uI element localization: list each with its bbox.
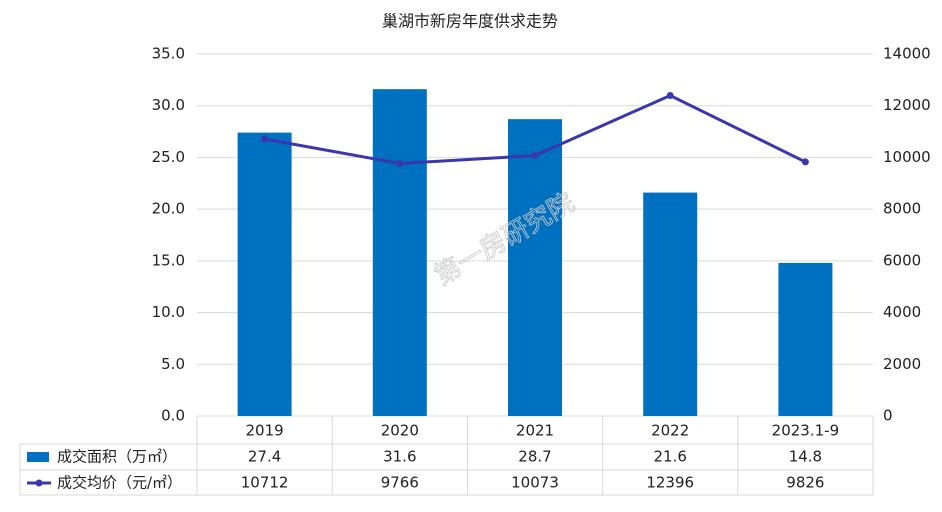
y2-tick-label: 0 [883,407,893,425]
legend-swatch [27,452,49,462]
x-tick-label: 2021 [516,422,554,440]
x-tick-label: 2020 [381,422,419,440]
table-cell: 9766 [381,474,419,492]
y-tick-label: 0.0 [161,407,185,425]
table-cell: 27.4 [248,448,281,466]
chart-title: 巢湖市新房年度供求走势 [382,12,558,31]
table-cell: 14.8 [789,448,822,466]
table-cell: 12396 [646,474,694,492]
table-cell: 10073 [511,474,559,492]
table-cell: 9826 [786,474,824,492]
line-point [666,91,674,99]
bar [778,262,833,416]
y-tick-label: 10.0 [152,303,185,321]
y2-tick-label: 14000 [883,45,931,63]
y-tick-label: 15.0 [152,251,185,269]
legend-label: 成交均价（元/㎡） [57,474,182,492]
y2-tick-label: 10000 [883,148,931,166]
y-tick-label: 35.0 [152,45,185,63]
bar [643,192,698,416]
y-tick-label: 20.0 [152,200,185,218]
y-tick-label: 25.0 [152,148,185,166]
table-cell: 10712 [241,474,289,492]
y-tick-label: 5.0 [161,355,185,373]
table-cell: 28.7 [518,448,551,466]
line-point [396,159,404,167]
y2-tick-label: 12000 [883,96,931,114]
x-tick-label: 2022 [651,422,689,440]
legend-label: 成交面积（万㎡） [57,448,177,466]
y2-tick-label: 8000 [883,200,921,218]
bar [372,89,427,416]
bar [237,132,292,416]
y-tick-label: 30.0 [152,96,185,114]
table-cell: 31.6 [383,448,416,466]
y2-tick-label: 4000 [883,303,921,321]
line-point [531,152,539,160]
line-point [261,135,269,143]
legend-swatch [35,479,43,487]
table-cell: 21.6 [653,448,686,466]
y2-tick-label: 2000 [883,355,921,373]
x-tick-label: 2019 [246,422,284,440]
x-tick-label: 2023.1-9 [772,422,839,440]
line-point [801,158,809,166]
y2-tick-label: 6000 [883,251,921,269]
bar [508,119,562,416]
